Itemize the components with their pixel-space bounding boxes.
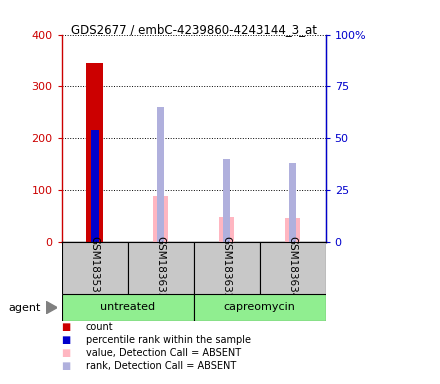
- Text: GSM183634: GSM183634: [288, 236, 297, 300]
- Bar: [223, 159, 230, 242]
- Text: GSM183531: GSM183531: [90, 236, 99, 300]
- Text: ■: ■: [62, 322, 71, 332]
- Bar: [286, 218, 300, 242]
- Text: percentile rank within the sample: percentile rank within the sample: [86, 335, 251, 345]
- Bar: [194, 294, 326, 321]
- Bar: [91, 131, 99, 242]
- Bar: [220, 217, 234, 242]
- Bar: [62, 242, 128, 294]
- Text: untreated: untreated: [100, 302, 155, 312]
- Text: GDS2677 / embC-4239860-4243144_3_at: GDS2677 / embC-4239860-4243144_3_at: [70, 23, 317, 36]
- Text: GSM183632: GSM183632: [222, 236, 231, 300]
- Text: capreomycin: capreomycin: [224, 302, 296, 312]
- Text: ■: ■: [62, 361, 71, 371]
- Bar: [157, 107, 164, 242]
- Text: count: count: [86, 322, 114, 332]
- Bar: [194, 242, 260, 294]
- Text: value, Detection Call = ABSENT: value, Detection Call = ABSENT: [86, 348, 241, 358]
- Polygon shape: [46, 301, 57, 314]
- Text: GSM183633: GSM183633: [156, 236, 165, 300]
- Text: agent: agent: [9, 303, 41, 313]
- Text: ■: ■: [62, 348, 71, 358]
- Bar: [62, 294, 194, 321]
- Bar: [260, 242, 326, 294]
- Text: rank, Detection Call = ABSENT: rank, Detection Call = ABSENT: [86, 361, 236, 371]
- Bar: [128, 242, 194, 294]
- Bar: [86, 63, 103, 242]
- Text: ■: ■: [62, 335, 71, 345]
- Bar: [289, 163, 296, 242]
- Bar: [154, 196, 168, 242]
